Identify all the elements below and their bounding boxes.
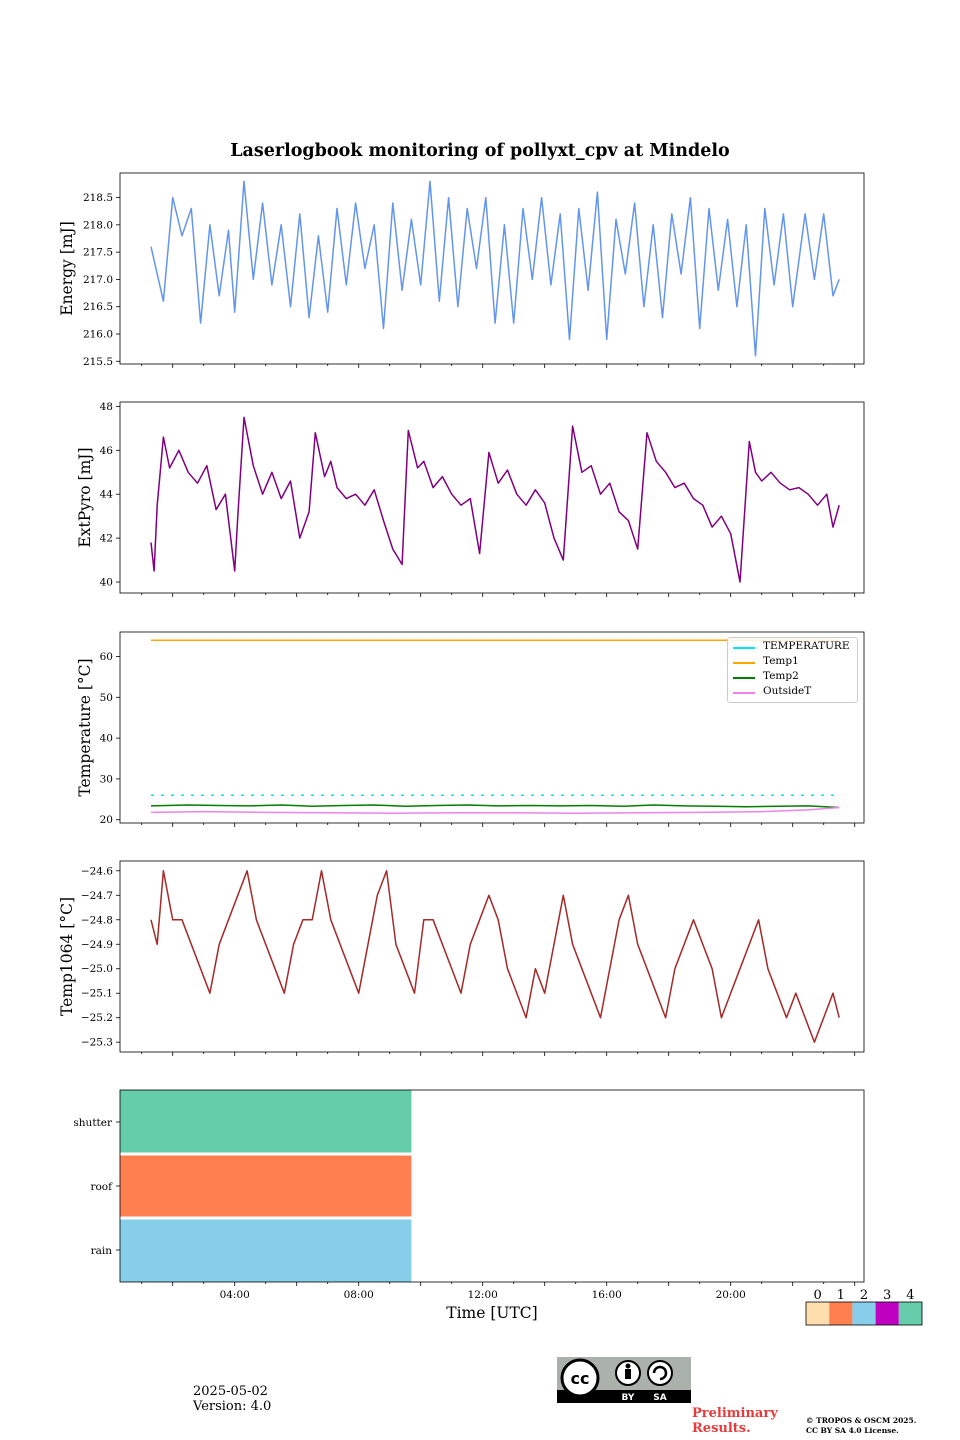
y-axis-label: Temp1064 [°C] — [58, 897, 76, 1016]
x-axis-label: Time [UTC] — [446, 1304, 537, 1322]
y-tick-label: −24.6 — [81, 865, 113, 877]
colorbar-cell-3 — [875, 1302, 899, 1325]
y-tick-label: −25.1 — [81, 988, 113, 1000]
cc-license-badge: cc BY SA — [557, 1357, 691, 1403]
legend-label: Temp2 — [763, 670, 799, 682]
y-tick-label: 215.5 — [83, 356, 113, 368]
y-tick-label: 216.0 — [83, 328, 113, 340]
y-tick-label: −25.0 — [81, 963, 113, 975]
x-tick-label: 20:00 — [716, 1289, 746, 1301]
y-tick-label: 40 — [100, 577, 113, 589]
x-tick-label: 04:00 — [220, 1289, 250, 1301]
copyright-line2: CC BY SA 4.0 License. — [806, 1426, 899, 1435]
colorbar-frame — [805, 1301, 923, 1326]
legend-label: OutsideT — [763, 685, 812, 697]
footer-date: 2025-05-02 — [193, 1384, 268, 1399]
colorbar-tick-label: 3 — [883, 1288, 891, 1303]
x-tick-label: 16:00 — [592, 1289, 622, 1301]
legend-swatch — [733, 677, 755, 679]
panel-frame-4 — [119, 860, 865, 1053]
legend-label: TEMPERATURE — [763, 640, 850, 652]
x-tick-label: 08:00 — [344, 1289, 374, 1301]
series-line-panel2 — [150, 416, 840, 583]
series-line-temp2 — [150, 804, 840, 809]
legend-label: Temp1 — [763, 655, 799, 667]
colorbar-cell-1 — [829, 1302, 853, 1325]
y-tick-label: 46 — [100, 445, 114, 457]
colorbar-tick-label: 2 — [860, 1288, 868, 1303]
series-line-panel4 — [150, 870, 840, 1043]
colorbar-cell-0 — [806, 1302, 830, 1325]
category-label-shutter: shutter — [73, 1117, 113, 1129]
y-tick-label: −25.3 — [81, 1037, 113, 1049]
temperature-legend: TEMPERATURE Temp1 Temp2 OutsideT — [727, 637, 858, 703]
y-tick-label: 42 — [100, 533, 113, 545]
status-bar-roof — [120, 1155, 412, 1217]
footer-version: Version: 4.0 — [193, 1399, 272, 1414]
y-axis-label: Temperature [°C] — [76, 658, 94, 796]
x-tick-label: 12:00 — [468, 1289, 498, 1301]
preliminary-notice-line1: Preliminary — [692, 1406, 778, 1421]
status-bar-shutter — [120, 1090, 412, 1153]
y-tick-label: 217.5 — [83, 247, 113, 259]
y-tick-label: 44 — [100, 489, 114, 501]
legend-swatch — [733, 662, 755, 664]
y-tick-label: −24.8 — [81, 914, 113, 926]
legend-swatch — [733, 647, 755, 649]
colorbar-tick-label: 1 — [837, 1288, 845, 1303]
copyright-line1: © TROPOS & OSCM 2025. — [806, 1416, 917, 1425]
colorbar-tick-label: 0 — [813, 1288, 821, 1303]
panel-frame-5 — [119, 1089, 865, 1283]
colorbar-tick-label: 4 — [906, 1288, 914, 1303]
y-tick-label: 50 — [100, 692, 113, 704]
sa-mark: SA — [653, 1393, 666, 1403]
legend-swatch — [733, 692, 755, 694]
y-tick-label: 40 — [100, 733, 113, 745]
y-tick-label: 216.5 — [83, 301, 113, 313]
panel-frame-2 — [119, 401, 865, 594]
panel-frame-1 — [119, 172, 865, 365]
y-tick-label: −25.2 — [81, 1012, 113, 1024]
y-tick-label: 218.5 — [83, 192, 113, 204]
y-tick-label: −24.9 — [81, 939, 113, 951]
y-tick-label: −24.7 — [81, 890, 113, 902]
chart-title: Laserlogbook monitoring of pollyxt_cpv a… — [230, 141, 730, 161]
category-label-rain: rain — [91, 1245, 113, 1257]
cc-mark: cc — [571, 1369, 590, 1388]
by-mark: BY — [622, 1393, 635, 1403]
colorbar-cell-4 — [898, 1302, 922, 1325]
series-line-outsidet — [150, 806, 840, 814]
y-tick-label: 30 — [100, 773, 113, 785]
category-label-roof: roof — [90, 1181, 113, 1193]
panel-frame-3 — [119, 631, 865, 824]
y-tick-label: 20 — [100, 814, 113, 826]
y-axis-label: ExtPyro [mJ] — [76, 447, 94, 547]
preliminary-notice-line2: Results. — [692, 1421, 751, 1436]
y-tick-label: 218.0 — [83, 219, 113, 231]
y-axis-label: Energy [mJ] — [58, 221, 76, 316]
status-bar-rain — [120, 1219, 412, 1282]
y-tick-label: 48 — [100, 401, 113, 413]
series-line-panel1 — [150, 180, 840, 357]
y-tick-label: 217.0 — [83, 274, 113, 286]
colorbar-cell-2 — [852, 1302, 876, 1325]
y-tick-label: 60 — [100, 651, 113, 663]
